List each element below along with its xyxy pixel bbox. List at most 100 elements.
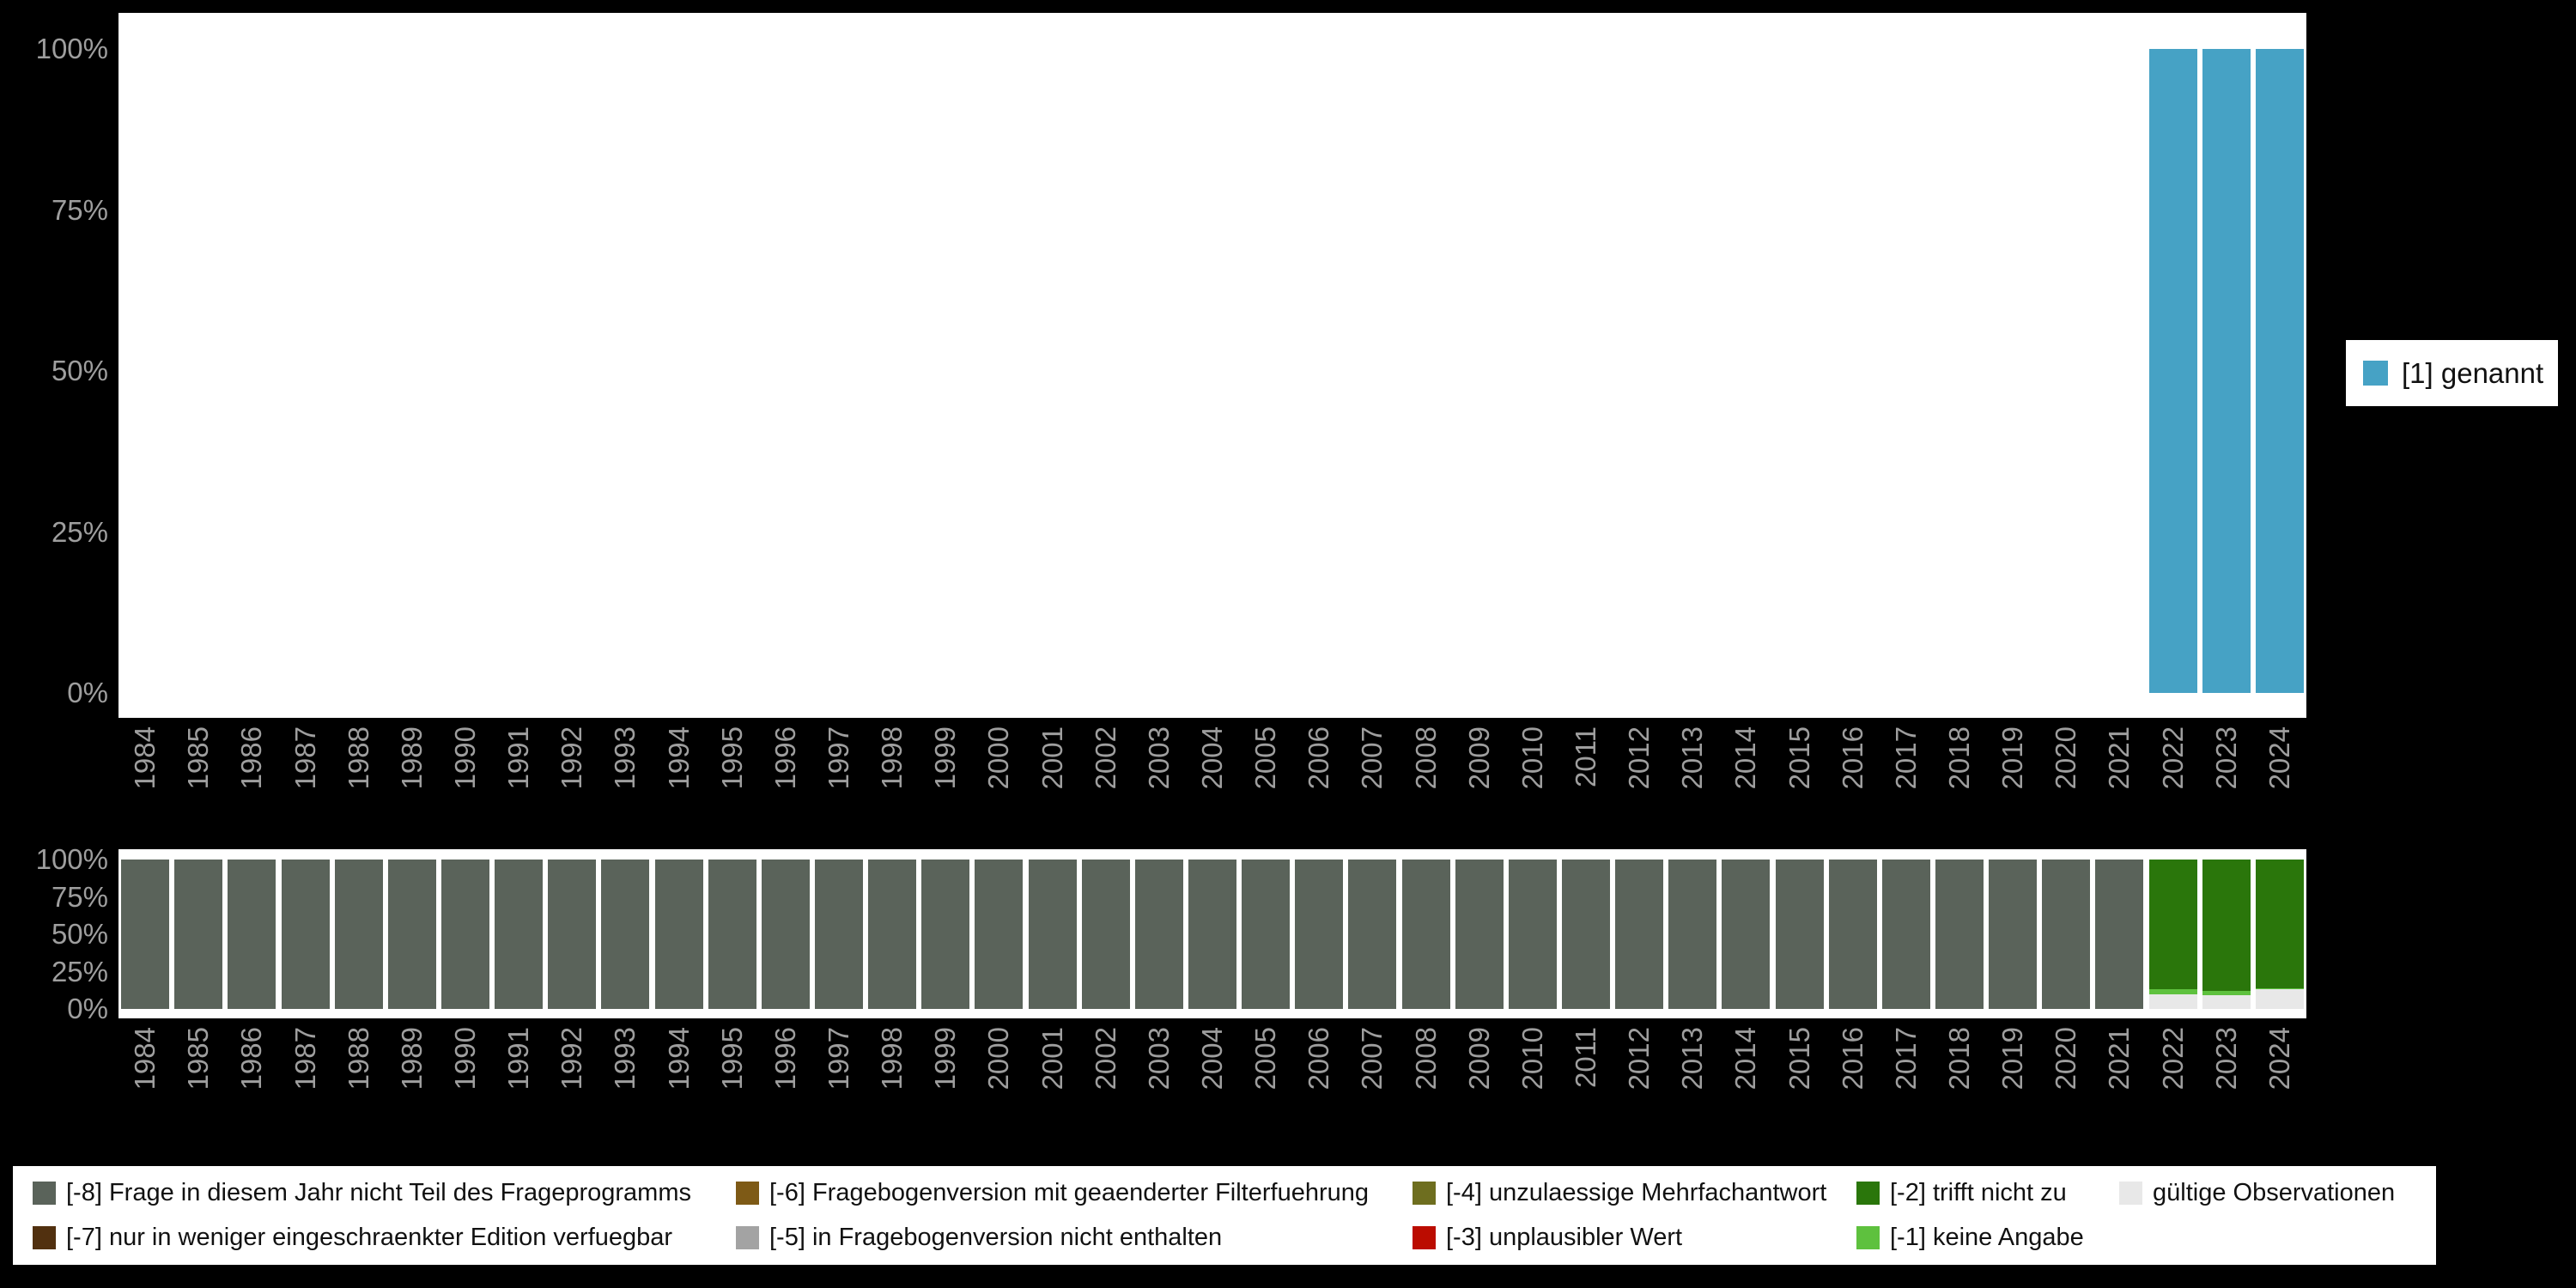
y-tick-label: 100% — [35, 843, 108, 875]
legend-item-m8: [-8] Frage in diesem Jahr nicht Teil des… — [33, 1178, 691, 1207]
x-tick-label-2012: 2012 — [1623, 1027, 1656, 1091]
bar-segment-1985-m8 — [174, 860, 223, 1009]
x-tick-label-2016: 2016 — [1836, 1027, 1868, 1091]
x-tick-label-1990: 1990 — [448, 726, 481, 790]
x-tick-label-2018: 2018 — [1943, 726, 1976, 790]
y-tick-label: 0% — [67, 677, 108, 708]
legend-swatch-m2 — [1856, 1181, 1880, 1205]
x-tick-label-1993: 1993 — [609, 726, 641, 790]
legend-text-m2: [-2] trifft nicht zu — [1890, 1178, 2067, 1206]
legend-text-m1: [-1] keine Angabe — [1890, 1223, 2084, 1251]
bar-segment-2006-m8 — [1295, 860, 1344, 1009]
x-tick-label-2012: 2012 — [1623, 726, 1656, 790]
x-tick-label-2005: 2005 — [1249, 726, 1282, 790]
x-tick-label-1985: 1985 — [182, 1027, 215, 1091]
x-tick-label-1996: 1996 — [769, 1027, 801, 1091]
x-tick-label-2014: 2014 — [1729, 1027, 1762, 1091]
x-tick-label-2008: 2008 — [1409, 726, 1442, 790]
x-tick-label-1989: 1989 — [395, 726, 428, 790]
bar-segment-1992-m8 — [548, 860, 597, 1009]
lower-chart-panel — [118, 849, 2306, 1018]
x-tick-label-2010: 2010 — [1516, 1027, 1548, 1091]
y-tick-label: 75% — [51, 193, 108, 226]
x-tick-label-1998: 1998 — [876, 726, 908, 790]
x-tick-label-2003: 2003 — [1142, 726, 1175, 790]
bar-segment-2023-m1 — [2202, 991, 2251, 996]
legend-item-m6: [-6] Fragebogenversion mit geaenderter F… — [736, 1178, 1369, 1207]
bar-segment-2012-m8 — [1615, 860, 1664, 1009]
x-tick-label-2007: 2007 — [1356, 1027, 1388, 1091]
legend-item-m4: [-4] unzulaessige Mehrfachantwort — [1413, 1178, 1826, 1207]
x-tick-label-2005: 2005 — [1249, 1027, 1282, 1091]
bar-segment-2018-m8 — [1935, 860, 1984, 1009]
x-tick-label-2006: 2006 — [1303, 726, 1335, 790]
x-tick-label-2022: 2022 — [2156, 1027, 2189, 1091]
bar-segment-2007-m8 — [1348, 860, 1397, 1009]
bar-segment-2008-m8 — [1401, 860, 1450, 1009]
bar-segment-2023-genannt — [2202, 49, 2251, 693]
x-tick-label-2011: 2011 — [1570, 726, 1602, 787]
x-tick-label-2015: 2015 — [1783, 726, 1815, 790]
bar-segment-2024-m1 — [2255, 987, 2304, 990]
bar-segment-2016-m8 — [1828, 860, 1877, 1009]
y-tick-label: 0% — [67, 993, 108, 1024]
x-tick-label-1994: 1994 — [662, 726, 695, 790]
y-tick-label: 50% — [51, 355, 108, 386]
x-tick-label-2017: 2017 — [1889, 726, 1922, 790]
upper-chart-panel — [118, 13, 2306, 718]
y-tick-label: 50% — [51, 918, 108, 950]
x-tick-label-1992: 1992 — [556, 1027, 588, 1091]
x-tick-label-1991: 1991 — [502, 726, 535, 790]
legend-text-m5: [-5] in Fragebogenversion nicht enthalte… — [769, 1223, 1223, 1251]
y-tick-label: 100% — [35, 33, 108, 64]
x-tick-label-2003: 2003 — [1142, 1027, 1175, 1091]
bar-segment-2009-m8 — [1455, 860, 1504, 1009]
bar-segment-2024-m2 — [2255, 860, 2304, 988]
x-tick-label-1999: 1999 — [929, 726, 962, 790]
x-tick-label-2013: 2013 — [1676, 726, 1709, 790]
x-tick-label-2013: 2013 — [1676, 1027, 1709, 1091]
bar-segment-2021-m8 — [2095, 860, 2144, 1009]
legend-item-m7: [-7] nur in weniger eingeschraenkter Edi… — [33, 1223, 672, 1252]
x-tick-label-2011: 2011 — [1570, 1027, 1602, 1088]
legend-swatch-m3 — [1413, 1225, 1436, 1249]
bar-segment-2022-m2 — [2148, 860, 2197, 990]
bar-segment-2020-m8 — [2042, 860, 2091, 1009]
legend-swatch-m7 — [33, 1225, 56, 1249]
x-tick-label-2007: 2007 — [1356, 726, 1388, 790]
legend-text-m6: [-6] Fragebogenversion mit geaenderter F… — [769, 1178, 1369, 1206]
x-tick-label-2002: 2002 — [1089, 726, 1121, 790]
bar-segment-2019-m8 — [1989, 860, 2038, 1009]
x-tick-label-2021: 2021 — [2103, 1027, 2136, 1091]
legend-swatch-m5 — [736, 1225, 759, 1249]
legend-genannt: [1] genannt — [2346, 340, 2558, 406]
x-tick-label-1995: 1995 — [715, 1027, 748, 1091]
x-tick-label-2015: 2015 — [1783, 1027, 1815, 1091]
x-tick-label-2008: 2008 — [1409, 1027, 1442, 1091]
legend-text-m7: [-7] nur in weniger eingeschraenkter Edi… — [66, 1223, 673, 1251]
bar-segment-2013-m8 — [1668, 860, 1717, 1009]
bar-segment-2024-genannt — [2255, 49, 2304, 693]
legend-swatch-m1 — [1856, 1225, 1880, 1249]
bar-segment-1994-m8 — [654, 860, 703, 1009]
x-tick-label-1988: 1988 — [342, 726, 374, 790]
bar-segment-2000-m8 — [975, 860, 1024, 1009]
x-tick-label-1988: 1988 — [342, 1027, 374, 1091]
legend-swatch-m4 — [1413, 1181, 1436, 1205]
x-tick-label-2009: 2009 — [1462, 726, 1495, 790]
bar-segment-1989-m8 — [387, 860, 436, 1009]
x-tick-label-1987: 1987 — [289, 1027, 321, 1091]
x-tick-label-2009: 2009 — [1462, 1027, 1495, 1091]
x-tick-label-1984: 1984 — [129, 1027, 161, 1091]
x-tick-label-2023: 2023 — [2209, 1027, 2242, 1091]
bar-segment-1999-m8 — [921, 860, 970, 1009]
x-tick-label-1997: 1997 — [822, 1027, 854, 1091]
bar-segment-2024-valid — [2255, 989, 2304, 1009]
bar-segment-1996-m8 — [761, 860, 810, 1009]
lower-x-axis: 1984 1985 1986 1987 1988 1989 1990 1991 1992 1993… — [118, 1027, 2306, 1171]
x-tick-label-2006: 2006 — [1303, 1027, 1335, 1091]
legend-swatch-m8 — [33, 1181, 56, 1205]
y-tick-label: 25% — [51, 515, 108, 548]
bar-segment-2023-valid — [2202, 995, 2251, 1009]
x-tick-label-2023: 2023 — [2209, 726, 2242, 790]
